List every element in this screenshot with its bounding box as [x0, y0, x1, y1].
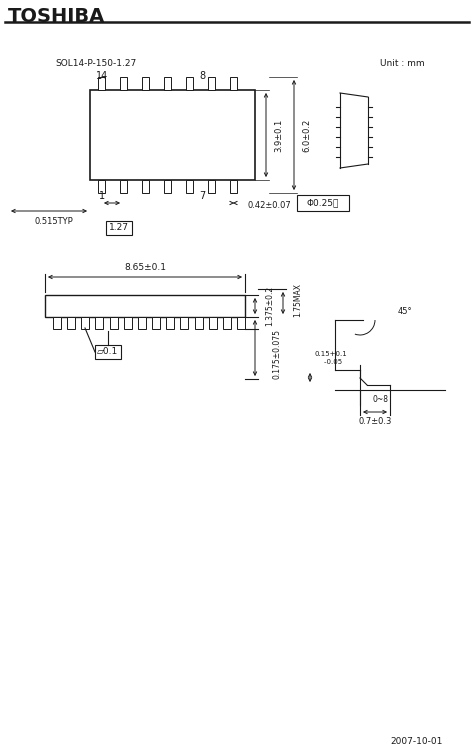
Bar	[45, 295, 245, 317]
Text: 0~8: 0~8	[373, 396, 389, 405]
Bar	[67, 317, 75, 329]
Bar	[230, 180, 237, 193]
Text: -0.05: -0.05	[315, 359, 342, 365]
Text: 7: 7	[199, 191, 205, 201]
Text: SOL14-P-150-1.27: SOL14-P-150-1.27	[55, 59, 136, 68]
Bar	[223, 317, 231, 329]
Bar	[209, 317, 217, 329]
Bar	[186, 77, 193, 90]
Bar	[181, 317, 188, 329]
Text: 14: 14	[96, 71, 108, 81]
Bar	[53, 317, 61, 329]
Bar	[164, 180, 171, 193]
Text: 1: 1	[99, 191, 105, 201]
Text: 2007-10-01: 2007-10-01	[390, 738, 442, 747]
Bar	[152, 317, 160, 329]
Text: 1.27: 1.27	[109, 223, 129, 232]
Bar	[98, 77, 105, 90]
Text: 8.65±0.1: 8.65±0.1	[124, 262, 166, 271]
Bar	[138, 317, 146, 329]
Bar	[186, 180, 193, 193]
Bar	[82, 317, 89, 329]
Bar	[297, 195, 349, 211]
Bar	[106, 221, 132, 235]
Text: ▱0.1: ▱0.1	[97, 347, 118, 356]
Text: 6.0±0.2: 6.0±0.2	[302, 118, 311, 152]
Text: 0.175±0.075: 0.175±0.075	[273, 329, 282, 379]
Bar	[166, 317, 174, 329]
Bar	[120, 77, 127, 90]
Bar	[109, 317, 118, 329]
Bar	[95, 317, 103, 329]
Text: 45°: 45°	[398, 308, 412, 317]
Text: 1.75MAX: 1.75MAX	[293, 283, 302, 317]
Bar	[194, 317, 202, 329]
Bar	[230, 77, 237, 90]
Bar	[164, 77, 171, 90]
Bar	[120, 180, 127, 193]
Text: 8: 8	[199, 71, 205, 81]
Bar	[124, 317, 132, 329]
Bar	[95, 345, 121, 359]
Text: 0.42±0.07: 0.42±0.07	[247, 201, 291, 210]
Text: 0.515TYP: 0.515TYP	[35, 217, 74, 226]
Text: TOSHIBA: TOSHIBA	[8, 7, 105, 26]
Text: 1.375±0.2: 1.375±0.2	[265, 286, 274, 326]
Text: 3.9±0.1: 3.9±0.1	[274, 118, 283, 152]
Bar	[208, 77, 215, 90]
Bar	[98, 180, 105, 193]
Bar	[208, 180, 215, 193]
Text: 0.15+0.1: 0.15+0.1	[315, 351, 348, 357]
Text: Unit : mm: Unit : mm	[380, 59, 425, 68]
Bar	[142, 77, 149, 90]
Text: Φ0.25Ⓞ: Φ0.25Ⓞ	[307, 199, 339, 208]
Bar	[142, 180, 149, 193]
Bar	[90, 90, 255, 180]
Text: 0.7±0.3: 0.7±0.3	[358, 417, 392, 426]
Bar	[237, 317, 245, 329]
